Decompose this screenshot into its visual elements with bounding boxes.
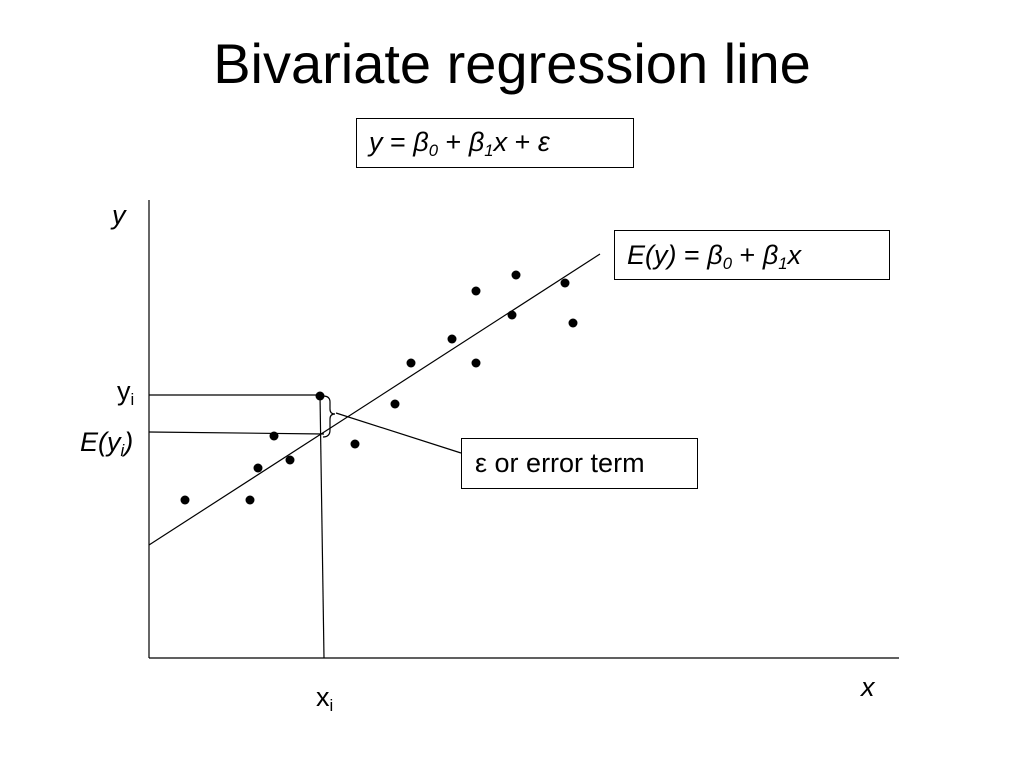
data-point: [511, 270, 521, 280]
eq-equals: =: [382, 127, 414, 157]
eq-epsilon: ε: [537, 127, 550, 157]
yi-label: yi: [117, 376, 135, 410]
data-point: [253, 463, 263, 473]
data-point: [406, 358, 416, 368]
mean-equals: =: [676, 240, 708, 270]
data-point: [447, 334, 457, 344]
y-axis-label: y: [112, 200, 126, 230]
yi-subscript: i: [130, 390, 135, 410]
data-point: [568, 318, 578, 328]
data-point: [180, 495, 190, 505]
eq-y: y: [369, 127, 383, 157]
mean-equation-box: E(y) = β0 + β1x: [614, 230, 890, 280]
data-point: [315, 391, 325, 401]
xi-label: xi: [316, 682, 334, 716]
mean-beta1-subscript: 1: [778, 254, 788, 274]
x-axis-label: x: [861, 672, 875, 702]
eq-beta1-subscript: 1: [484, 141, 494, 161]
xi-subscript: i: [329, 696, 334, 716]
xi-guide-line: [319, 394, 325, 659]
error-term-label: ε or error term: [475, 448, 645, 478]
mean-x: x: [787, 240, 802, 270]
mean-lhs: E(y): [627, 240, 677, 270]
data-point: [350, 439, 360, 449]
data-point: [245, 495, 255, 505]
error-term-box: ε or error term: [461, 438, 698, 489]
eyi-letters: E(y: [80, 427, 121, 457]
eq-x: x: [493, 127, 508, 157]
curly-brace-icon: [322, 395, 336, 438]
data-point: [507, 310, 517, 320]
data-point: [471, 358, 481, 368]
data-point: [390, 399, 400, 409]
data-point: [560, 278, 570, 288]
mean-beta0: β: [707, 240, 723, 270]
mean-beta0-subscript: 0: [722, 254, 733, 274]
eyi-label: E(yi): [80, 427, 134, 461]
data-point: [269, 431, 279, 441]
xi-letter: x: [316, 682, 330, 712]
model-equation-box: y = β0 + β1x + ε: [356, 118, 634, 168]
slide-title: Bivariate regression line: [213, 32, 811, 95]
mean-plus: +: [732, 240, 763, 270]
data-point: [285, 455, 295, 465]
yi-letter: y: [117, 376, 131, 406]
eq-plus: +: [438, 127, 469, 157]
data-point: [471, 286, 481, 296]
mean-beta1: β: [762, 240, 779, 270]
eq-plus-2: +: [507, 127, 538, 157]
eyi-close-paren: ): [124, 427, 134, 457]
eq-beta0: β: [413, 127, 429, 157]
eq-beta0-subscript: 0: [428, 141, 439, 161]
eyi-guide-line: [148, 431, 325, 435]
error-pointer-line: [335, 412, 462, 454]
eyi-subscript: i: [120, 441, 125, 461]
eq-beta1: β: [468, 127, 485, 157]
regression-line: [148, 253, 601, 546]
